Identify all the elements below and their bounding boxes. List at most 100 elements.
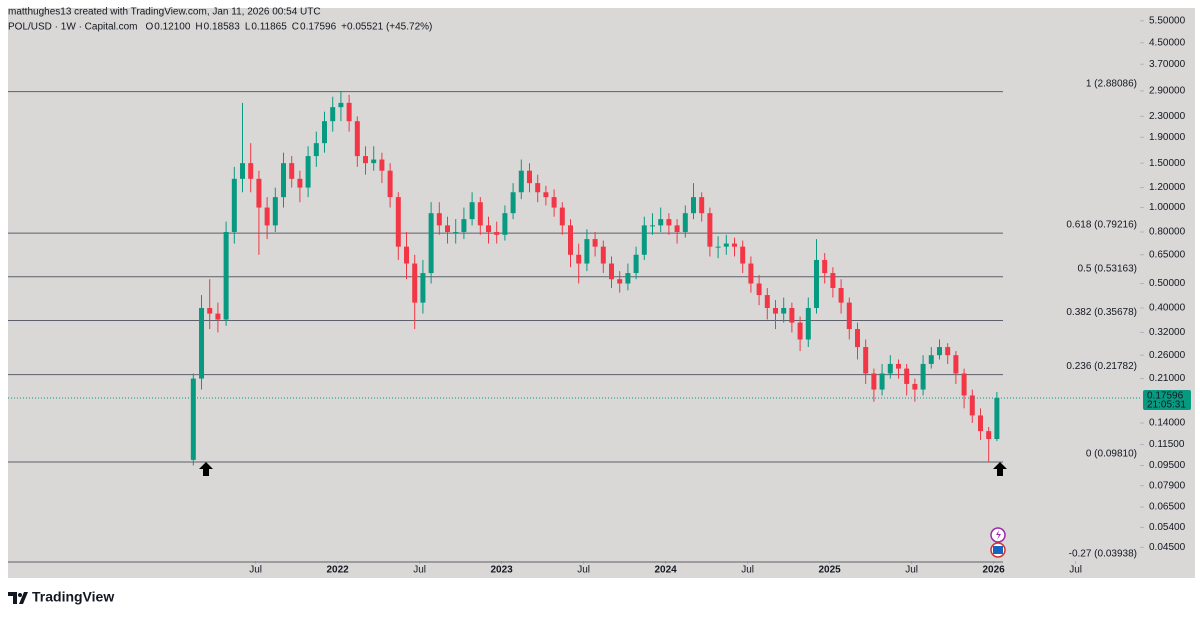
candle-body [666, 219, 672, 226]
legend-value: 0.12100 [154, 22, 191, 33]
x-tick-label: Jul [741, 565, 754, 576]
candle-body [387, 170, 393, 198]
x-tick-label: Jul [1069, 565, 1082, 576]
level-label: 0 (0.09810) [1086, 449, 1137, 460]
candle-body [199, 307, 205, 379]
y-tick-label: 0.05400 [1149, 522, 1186, 533]
candle-body [986, 431, 992, 439]
x-tick-label: 2024 [654, 565, 677, 576]
x-tick-label: 2025 [818, 565, 841, 576]
candle-body [994, 397, 1000, 439]
y-tick-label: 0.80000 [1149, 227, 1186, 238]
candle-body [576, 254, 582, 264]
legend-key: H [195, 22, 202, 33]
candle-body [305, 156, 311, 188]
flag-icon [993, 546, 1003, 554]
candle-body [928, 355, 934, 364]
level-label: 0.382 (0.35678) [1066, 307, 1137, 318]
y-tick-label: 0.21000 [1149, 373, 1186, 384]
candle-body [338, 102, 344, 108]
y-tick-label: 0.65000 [1149, 249, 1186, 260]
candle-body [887, 363, 893, 374]
candle-body [428, 213, 434, 274]
candle-body [797, 322, 803, 340]
candle-body [289, 163, 295, 179]
y-tick-label: 1.90000 [1149, 132, 1186, 143]
candle-body [625, 273, 631, 284]
candle-body [756, 283, 762, 296]
candle-body [568, 225, 573, 255]
y-tick-label: 1.00000 [1149, 202, 1186, 213]
candle-body [641, 225, 647, 255]
candle-body [248, 163, 254, 179]
candle-body [912, 383, 918, 390]
candle-body [879, 373, 885, 390]
candle-body [363, 156, 369, 164]
x-tick-label: 2022 [327, 565, 350, 576]
price-tag [1143, 389, 1191, 410]
candle-body [412, 263, 418, 303]
level-label: 0.236 (0.21782) [1066, 361, 1137, 372]
candle-body [772, 307, 778, 314]
candle-body [895, 363, 901, 369]
candle-body [559, 207, 565, 226]
y-tick-label: 0.09500 [1149, 460, 1186, 471]
candle-body [510, 192, 516, 214]
candle-body [600, 246, 606, 264]
candle-body [527, 170, 533, 184]
candle-body [207, 307, 213, 314]
candle-body [871, 373, 877, 390]
footer-logo [8, 592, 28, 604]
legend-value: 0.17596 [300, 22, 337, 33]
candle-body [863, 347, 869, 374]
candle-body [789, 307, 795, 323]
legend-key: O [145, 22, 153, 33]
candle-body [461, 219, 467, 233]
candle-body [813, 259, 819, 308]
legend-value: 0.18583 [204, 22, 241, 33]
candle-body [936, 347, 942, 356]
candle-body [404, 246, 410, 264]
candle-body [231, 178, 237, 233]
candle-body [469, 202, 475, 220]
candle-body [838, 287, 844, 303]
candle-body [379, 159, 385, 171]
candle-body [854, 329, 860, 348]
candle-body [723, 243, 729, 247]
y-tick-label: 2.30000 [1149, 111, 1186, 122]
x-tick-label: Jul [413, 565, 426, 576]
candle-body [297, 178, 303, 188]
candle-body [486, 225, 492, 233]
candle-body [682, 213, 688, 233]
candle-body [961, 373, 967, 396]
x-tick-label: Jul [905, 565, 918, 576]
candle-body [240, 163, 246, 179]
y-tick-label: 1.50000 [1149, 158, 1186, 169]
candle-body [436, 213, 442, 226]
header: matthughes13 created with TradingView.co… [8, 7, 321, 18]
x-tick-label: 2026 [982, 565, 1005, 576]
candle-body [707, 213, 713, 247]
level-label: -0.27 (0.03938) [1069, 549, 1137, 560]
candle-body [649, 225, 655, 227]
y-tick-label: 0.04500 [1149, 542, 1186, 553]
candle-body [272, 197, 278, 226]
candle-body [313, 143, 319, 157]
event-icon-glyph [996, 530, 1001, 540]
candle-body [945, 347, 951, 356]
legend: POL/USD · 1W · Capital.com O 0.12100 H 0.185… [8, 22, 432, 33]
candle-body [322, 121, 328, 144]
candle-body [740, 246, 746, 264]
candle-body [617, 279, 623, 284]
candle-body [822, 259, 828, 274]
y-tick-label: 2.90000 [1149, 86, 1186, 97]
legend-key: L [245, 22, 251, 33]
candle-body [690, 197, 696, 214]
candle-body [658, 219, 664, 226]
candle-body [674, 225, 680, 233]
candle-body [494, 232, 500, 235]
candle-body [395, 197, 401, 247]
candle-body [904, 368, 910, 384]
y-tick-label: 0.06500 [1149, 502, 1186, 513]
candle-body [748, 263, 754, 284]
